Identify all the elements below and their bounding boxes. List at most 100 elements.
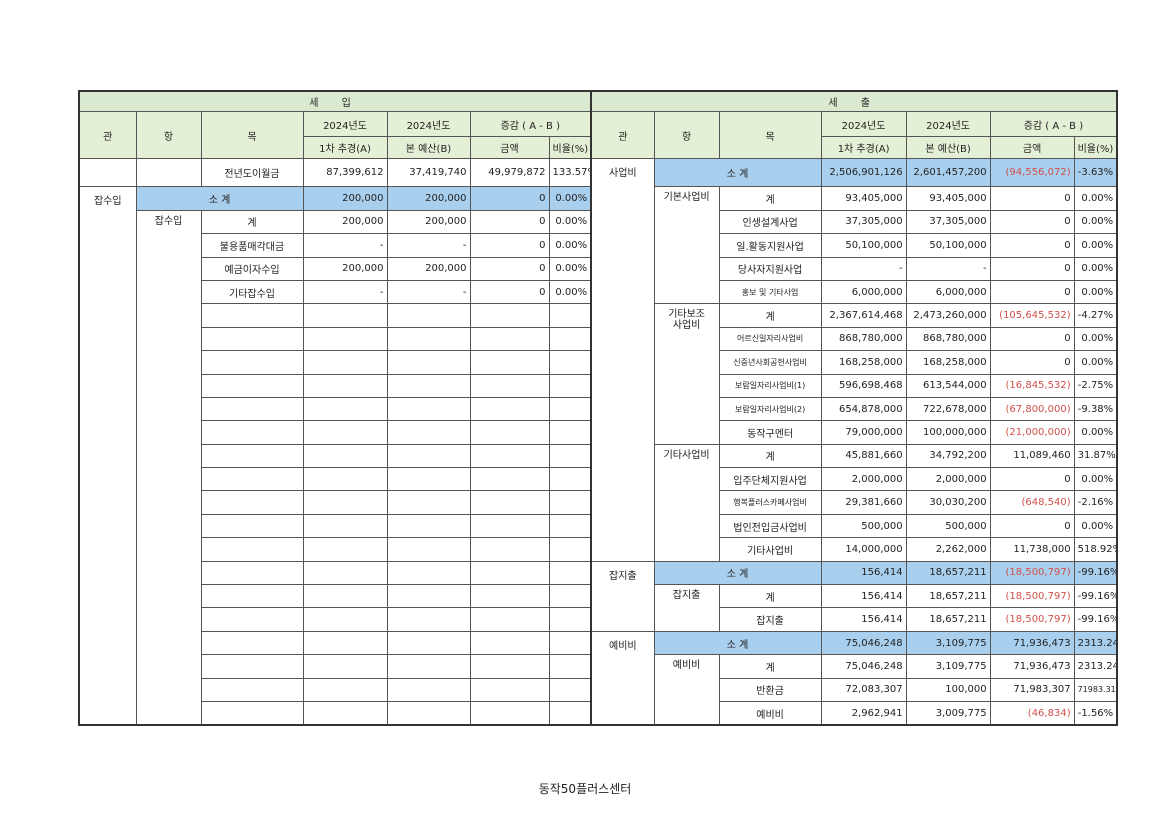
rate-cell: 71983.31% bbox=[1073, 677, 1118, 702]
gwan-cell: 잡수입 bbox=[78, 186, 137, 726]
empty-cell bbox=[302, 607, 388, 632]
amount-cell: 0 bbox=[469, 233, 550, 258]
amount-cell: (18,500,797) bbox=[989, 607, 1075, 632]
amount-cell: 6,000,000 bbox=[820, 279, 907, 305]
amount-cell: 50,100,000 bbox=[905, 233, 991, 258]
amount-cell: (46,834) bbox=[989, 700, 1075, 726]
amount-cell: 2,473,260,000 bbox=[905, 303, 991, 328]
amount-cell: 654,878,000 bbox=[820, 396, 907, 422]
hang-cell: 기본사업비 bbox=[653, 186, 720, 305]
empty-cell bbox=[548, 513, 593, 539]
mok-cell: 불용품매각대금 bbox=[200, 233, 304, 258]
hang-cell: 기타보조 사업비 bbox=[653, 303, 720, 445]
column-header: 항 bbox=[653, 111, 720, 159]
amount-cell: 596,698,468 bbox=[820, 373, 907, 398]
amount-cell: 93,405,000 bbox=[820, 186, 907, 211]
mok-cell: 잡지출 bbox=[718, 607, 822, 632]
amount-cell: 71,983,307 bbox=[989, 677, 1075, 702]
empty-cell bbox=[302, 490, 388, 515]
rate-cell: -99.16% bbox=[1073, 560, 1118, 586]
mok-cell: 보람일자리사업비(2) bbox=[718, 396, 822, 422]
amount-cell: 2,601,457,200 bbox=[905, 157, 991, 188]
column-header: 항 bbox=[135, 111, 202, 159]
empty-cell bbox=[469, 443, 550, 469]
amount-cell: (67,800,000) bbox=[989, 396, 1075, 422]
rate-cell: 133.57% bbox=[548, 157, 593, 188]
empty-cell bbox=[302, 326, 388, 352]
rate-cell: 0.00% bbox=[1073, 420, 1118, 445]
amount-cell: 722,678,000 bbox=[905, 396, 991, 422]
column-header: 관 bbox=[590, 111, 655, 159]
subtotal-label: 소 계 bbox=[135, 186, 304, 211]
empty-cell bbox=[200, 607, 304, 632]
empty-cell bbox=[302, 396, 388, 422]
amount-cell: 2,367,614,468 bbox=[820, 303, 907, 328]
amount-cell: 200,000 bbox=[386, 256, 471, 281]
column-header: 금액 bbox=[469, 136, 550, 159]
empty-cell bbox=[548, 677, 593, 702]
rate-cell: -9.38% bbox=[1073, 396, 1118, 422]
column-header: 본 예산(B) bbox=[386, 136, 471, 159]
empty-cell bbox=[386, 490, 471, 515]
mok-cell: 전년도이월금 bbox=[200, 157, 304, 188]
amount-cell: 45,881,660 bbox=[820, 443, 907, 469]
empty-cell bbox=[386, 443, 471, 469]
empty-cell bbox=[302, 677, 388, 702]
mok-cell: 신중년사회공헌사업비 bbox=[718, 350, 822, 375]
amount-cell: 0 bbox=[989, 233, 1075, 258]
amount-cell: 72,083,307 bbox=[820, 677, 907, 702]
mok-cell: 보람일자리사업비(1) bbox=[718, 373, 822, 398]
rate-cell: 0.00% bbox=[1073, 350, 1118, 375]
column-header: 본 예산(B) bbox=[905, 136, 991, 159]
empty-cell bbox=[548, 700, 593, 726]
rate-cell: 2313.24% bbox=[1073, 630, 1118, 656]
empty-cell bbox=[548, 420, 593, 445]
empty-cell bbox=[302, 303, 388, 328]
empty-cell bbox=[386, 467, 471, 492]
mok-cell: 계 bbox=[718, 654, 822, 679]
amount-cell: - bbox=[302, 233, 388, 258]
rate-cell: 518.92% bbox=[1073, 537, 1118, 562]
amount-cell: 29,381,660 bbox=[820, 490, 907, 515]
empty-cell bbox=[302, 350, 388, 375]
mok-cell: 예비비 bbox=[718, 700, 822, 726]
amount-cell: 2,000,000 bbox=[820, 467, 907, 492]
mok-cell: 반환금 bbox=[718, 677, 822, 702]
mok-cell: 입주단체지원사업 bbox=[718, 467, 822, 492]
empty-cell bbox=[302, 560, 388, 586]
subtotal-label: 소 계 bbox=[653, 560, 822, 586]
amount-cell: 200,000 bbox=[302, 186, 388, 211]
empty-cell bbox=[548, 537, 593, 562]
empty-cell bbox=[548, 607, 593, 632]
empty-cell bbox=[200, 654, 304, 679]
hang-cell: 기타사업비 bbox=[653, 443, 720, 562]
mok-cell: 계 bbox=[718, 186, 822, 211]
subtotal-label: 소 계 bbox=[653, 630, 822, 656]
empty-cell bbox=[386, 607, 471, 632]
mok-cell: 당사자지원사업 bbox=[718, 256, 822, 281]
empty-cell bbox=[200, 630, 304, 656]
hang-cell: 잡지출 bbox=[653, 584, 720, 632]
gwan-cell: 사업비 bbox=[590, 158, 655, 562]
amount-cell: 2,262,000 bbox=[905, 537, 991, 562]
empty-cell bbox=[386, 537, 471, 562]
amount-cell: 75,046,248 bbox=[820, 630, 907, 656]
empty-cell bbox=[386, 303, 471, 328]
empty-cell bbox=[200, 700, 304, 726]
rate-cell: 0.00% bbox=[1073, 209, 1118, 235]
empty-cell bbox=[548, 584, 593, 609]
column-header: 증감 ( A - B ) bbox=[989, 111, 1118, 137]
mok-cell: 동작구멘터 bbox=[718, 420, 822, 445]
column-header: 목 bbox=[718, 111, 822, 159]
empty-cell bbox=[200, 373, 304, 398]
rate-cell: 0.00% bbox=[548, 233, 593, 258]
empty-cell bbox=[386, 584, 471, 609]
amount-cell: (18,500,797) bbox=[989, 560, 1075, 586]
amount-cell: 2,962,941 bbox=[820, 700, 907, 726]
amount-cell: 37,305,000 bbox=[905, 209, 991, 235]
empty-cell bbox=[469, 607, 550, 632]
amount-cell: 14,000,000 bbox=[820, 537, 907, 562]
amount-cell: 93,405,000 bbox=[905, 186, 991, 211]
amount-cell: 37,419,740 bbox=[386, 157, 471, 188]
